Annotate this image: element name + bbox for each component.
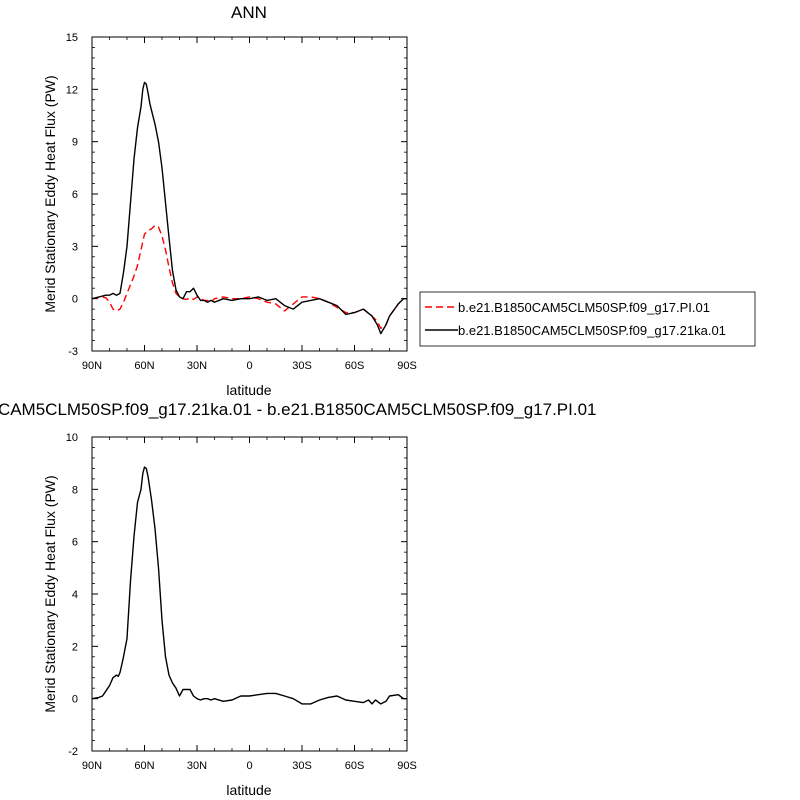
- x-tick-label: 90N: [82, 760, 102, 772]
- y-axis-label: Merid Stationary Eddy Heat Flux (PW): [42, 75, 58, 312]
- y-tick-label: -2: [68, 746, 78, 758]
- panel-top: ANN Merid Stationary Eddy Heat Flux (PW)…: [42, 3, 756, 398]
- x-tick-label: 60S: [345, 360, 365, 372]
- y-tick-label: 2: [72, 641, 78, 653]
- x-tick-label: 90S: [397, 760, 417, 772]
- series-line: [91, 466, 407, 705]
- panel-bottom: b.e21.B1850CAM5CLM50SP.f09_g17.21ka.01 -…: [0, 400, 596, 798]
- chart-title: b.e21.B1850CAM5CLM50SP.f09_g17.21ka.01 -…: [0, 400, 596, 419]
- x-tick-label: 30S: [292, 760, 312, 772]
- x-tick-label: 30N: [187, 760, 207, 772]
- x-tick-label: 90S: [397, 360, 417, 372]
- tick-group: 90N 60N 30N 0 30S 60S 90S -3 0 3 6 9 12 15: [66, 32, 417, 372]
- y-tick-label: 6: [72, 189, 78, 201]
- x-tick-label: 0: [246, 760, 252, 772]
- x-tick-label: 0: [246, 360, 252, 372]
- legend-box: [419, 291, 756, 347]
- y-tick-label: 0: [72, 294, 78, 306]
- y-tick-label: -3: [68, 346, 78, 358]
- series-group: [91, 81, 407, 335]
- x-tick-label: 60N: [134, 760, 154, 772]
- x-axis-label: latitude: [226, 382, 271, 398]
- legend-label-pi: b.e21.B1850CAM5CLM50SP.f09_g17.PI.01: [458, 300, 710, 315]
- series-group: [91, 466, 407, 705]
- series-line: [91, 81, 407, 335]
- y-tick-label: 0: [72, 694, 78, 706]
- x-tick-label: 90N: [82, 360, 102, 372]
- x-axis-label: latitude: [226, 782, 271, 798]
- legend: b.e21.B1850CAM5CLM50SP.f09_g17.PI.01 b.e…: [419, 291, 756, 347]
- series-line: [91, 224, 407, 329]
- plot-frame: [91, 436, 408, 752]
- y-axis-label: Merid Stationary Eddy Heat Flux (PW): [42, 475, 58, 712]
- legend-label-21ka: b.e21.B1850CAM5CLM50SP.f09_g17.21ka.01: [458, 323, 726, 338]
- chart-title: ANN: [231, 3, 267, 22]
- y-tick-label: 3: [72, 241, 78, 253]
- x-tick-label: 30S: [292, 360, 312, 372]
- y-tick-label: 8: [72, 484, 78, 496]
- plot-frame: [91, 36, 408, 352]
- y-tick-label: 4: [72, 589, 78, 601]
- x-tick-label: 60S: [345, 760, 365, 772]
- y-tick-label: 6: [72, 537, 78, 549]
- x-tick-label: 30N: [187, 360, 207, 372]
- y-tick-label: 15: [66, 32, 78, 44]
- tick-group: 90N 60N 30N 0 30S 60S 90S -2 0 2 4 6 8 10: [66, 432, 417, 772]
- x-tick-label: 60N: [134, 360, 154, 372]
- y-tick-label: 12: [66, 84, 78, 96]
- y-tick-label: 9: [72, 137, 78, 149]
- y-tick-label: 10: [66, 432, 78, 444]
